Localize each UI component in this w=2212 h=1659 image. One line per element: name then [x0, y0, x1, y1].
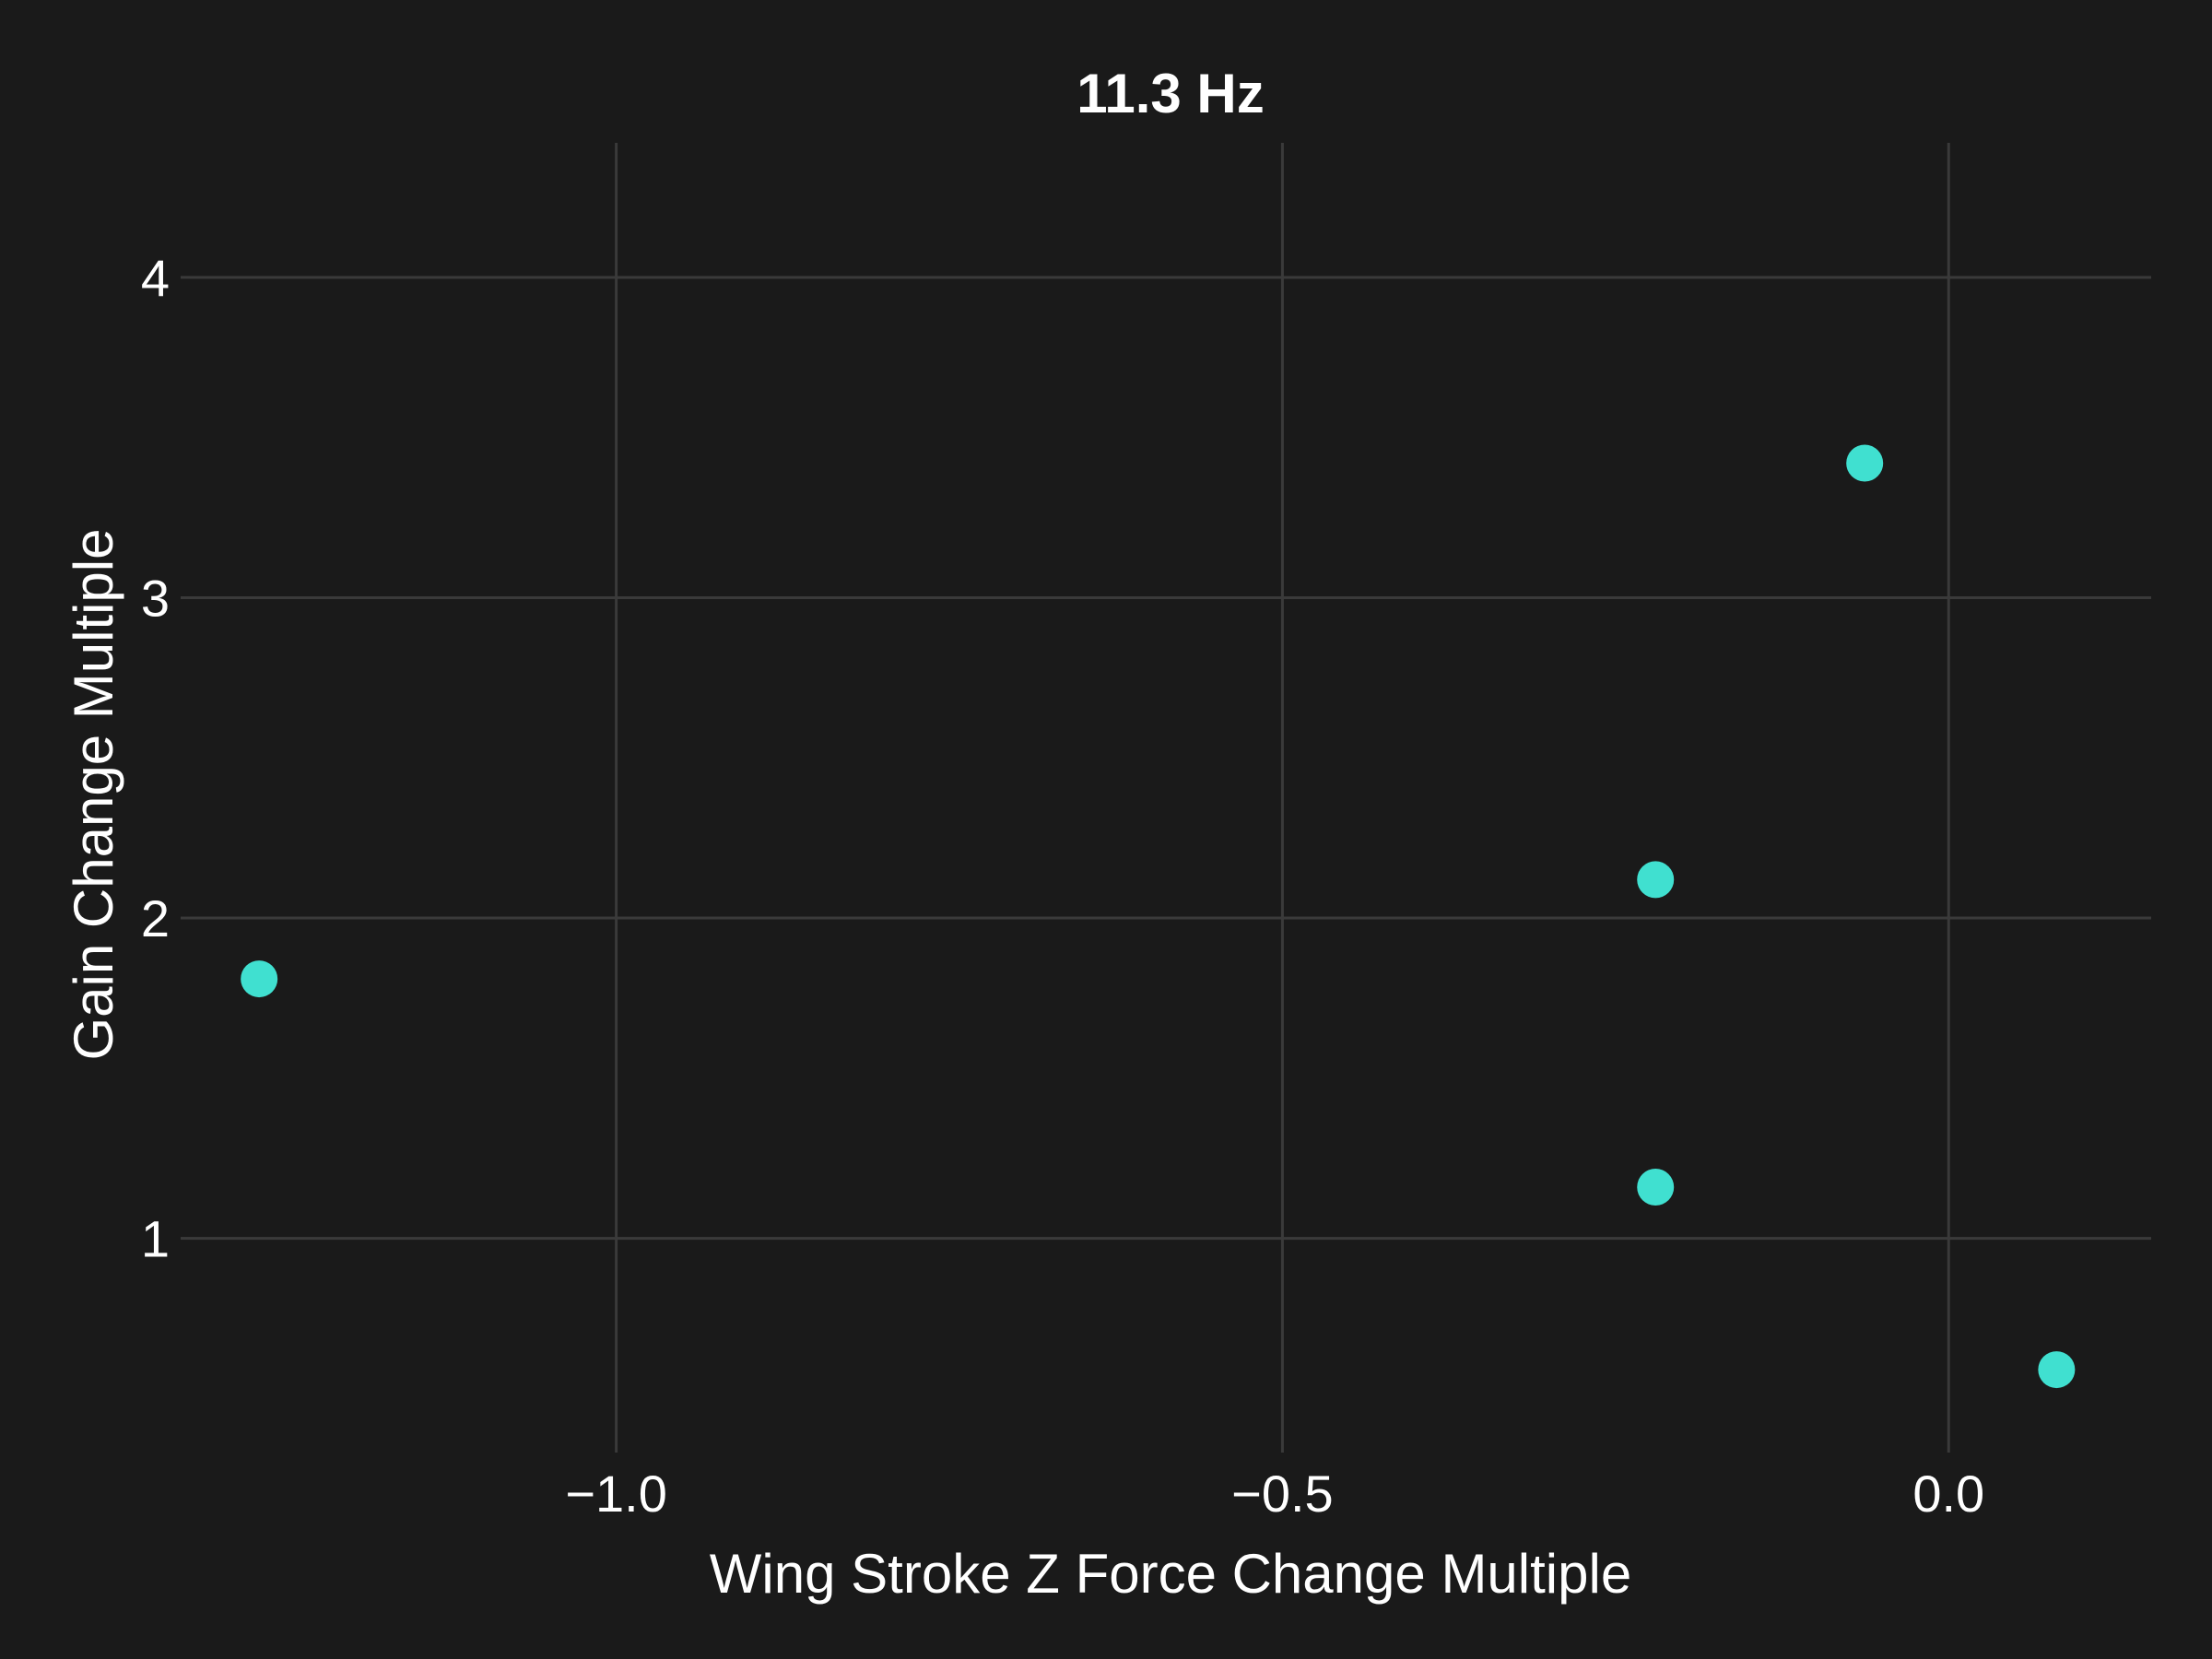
- x-axis-label: Wing Stroke Z Force Change Multiple: [710, 1543, 1631, 1605]
- chart-title: 11.3 Hz: [1077, 63, 1264, 124]
- gridlines: [181, 143, 2151, 1453]
- y-tick-label: 2: [141, 889, 170, 947]
- data-point: [2038, 1351, 2076, 1389]
- x-tick-label: 0.0: [1912, 1465, 1984, 1523]
- data-points: [241, 444, 2076, 1389]
- x-tick-label: −0.5: [1231, 1465, 1334, 1523]
- data-point: [241, 960, 278, 998]
- data-point: [1637, 1168, 1675, 1206]
- y-tick-label: 3: [141, 570, 170, 628]
- x-tick-label: −1.0: [565, 1465, 667, 1523]
- data-point: [1637, 861, 1675, 899]
- y-tick-label: 4: [141, 249, 170, 307]
- y-tick-label: 1: [141, 1210, 170, 1268]
- tick-labels: −1.0 −0.5 0.0 1 2 3 4: [141, 249, 1984, 1523]
- y-axis-label: Gain Change Multiple: [63, 528, 124, 1060]
- data-point: [1846, 444, 1884, 482]
